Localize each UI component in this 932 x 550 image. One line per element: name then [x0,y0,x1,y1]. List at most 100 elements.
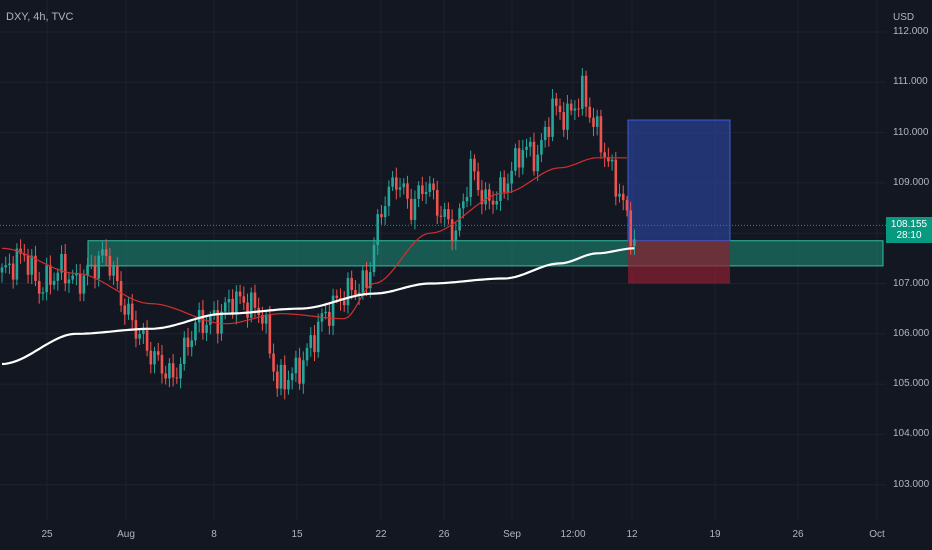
candle [253,292,257,308]
candle [0,267,4,273]
candle [223,302,227,312]
candle [78,273,82,294]
x-tick-label: 26 [792,529,804,540]
candle [424,191,428,195]
candle [160,354,164,374]
candle [71,275,74,280]
candle [629,210,632,247]
candle [153,351,156,365]
candle [543,126,547,141]
candle [112,266,115,276]
candle [328,311,331,326]
candle [610,159,614,162]
candle [447,209,450,220]
candle [75,273,78,276]
candle [443,209,446,217]
candle [547,126,551,137]
candle [592,117,595,127]
candle [49,265,52,285]
candle [4,265,8,268]
candle [365,270,368,289]
candle [465,196,469,202]
candle [60,253,63,273]
candle [551,98,554,137]
candle [212,310,216,316]
candle [89,264,93,266]
candle [283,364,287,390]
candle [279,364,283,389]
candle [15,248,19,280]
candle [261,315,264,324]
current-price: 108.155 [890,219,928,231]
candle [558,105,562,113]
candle [130,303,134,321]
candle [52,280,56,285]
candle [618,193,621,197]
candle [528,141,532,147]
candle [19,248,22,254]
candle [34,255,37,281]
candle [179,364,182,379]
candle [621,193,625,201]
x-tick-label: 22 [375,529,387,540]
candle [63,253,67,284]
candle [56,272,60,281]
candle [554,98,558,106]
candle [227,298,231,303]
candle [517,148,521,168]
x-tick-label: Sep [503,529,521,540]
candle [220,311,223,334]
candle [275,371,279,389]
candle [584,75,588,107]
y-tick-label: 104.000 [893,428,930,440]
candle [182,337,186,365]
candle [491,200,495,205]
candle [104,249,108,257]
candle [290,373,294,381]
candle [350,277,353,291]
candle [305,347,309,361]
candle [287,380,290,390]
y-tick-label: 107.000 [893,277,930,289]
candle [209,315,212,325]
candle [194,322,197,341]
candle [588,106,592,118]
candle [421,185,424,195]
candle [298,357,301,384]
candle [413,198,417,220]
candle [45,265,48,293]
candle [573,108,577,111]
candle [313,335,316,353]
candle [395,177,398,190]
candle [569,103,573,111]
candle [116,266,119,282]
candle [97,255,101,279]
candle [633,239,636,247]
candle [409,198,413,220]
candle [30,255,34,275]
candle [149,350,153,365]
x-tick-label: Aug [117,529,135,540]
candle [197,309,201,323]
candle [101,249,104,256]
candle [450,219,454,242]
candle [272,353,275,372]
candle [324,311,327,314]
candle [406,183,409,199]
candle [484,189,487,205]
candle [175,377,179,379]
candle [428,183,432,192]
candle [268,314,272,354]
candle [201,309,205,333]
candle [354,290,357,295]
y-tick-label: 103.000 [893,478,930,490]
candle [540,140,543,155]
candle [37,280,41,294]
candle [357,292,361,295]
candle [566,103,569,130]
candle [335,295,339,298]
candle [26,255,30,275]
y-tick-label: 106.000 [893,327,930,339]
candle [11,263,15,280]
